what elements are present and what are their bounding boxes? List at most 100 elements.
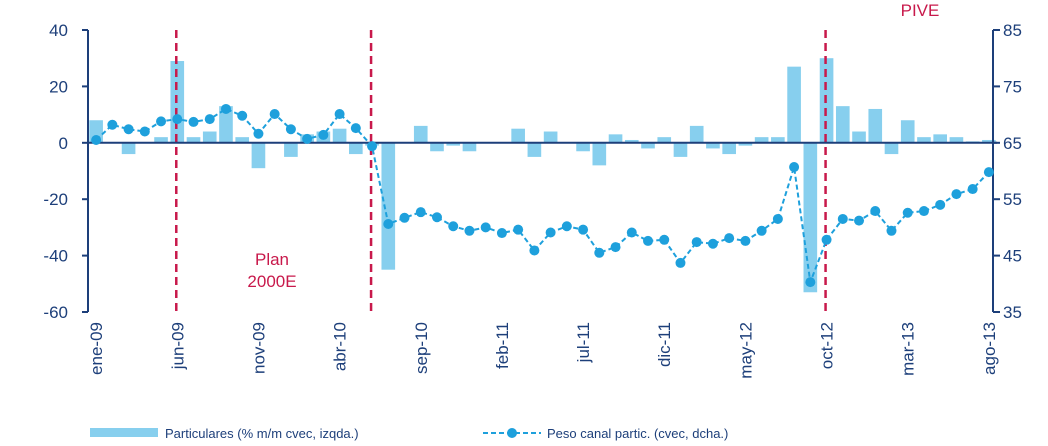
x-tick-label: nov-09 — [249, 322, 268, 374]
point — [415, 207, 426, 218]
bar — [868, 108, 883, 143]
bar — [689, 125, 704, 143]
point — [529, 245, 540, 256]
y2-tick-label: 35 — [1003, 303, 1022, 322]
bar — [462, 142, 477, 152]
y2-tick-label: 45 — [1003, 247, 1022, 266]
bar — [543, 131, 558, 143]
bar — [251, 142, 266, 169]
x-tick-label: dic-11 — [655, 322, 674, 367]
legend-label: Peso canal partic. (cvec, dcha.) — [547, 426, 728, 441]
point — [610, 242, 621, 253]
bar — [332, 128, 347, 143]
point — [139, 126, 150, 137]
bar — [592, 142, 607, 166]
point — [285, 124, 296, 135]
annotation: Plan — [255, 250, 289, 269]
bar — [186, 137, 201, 143]
bar — [430, 142, 444, 152]
point — [302, 133, 313, 144]
y2-tick-label: 65 — [1003, 134, 1022, 153]
bar — [803, 142, 818, 293]
bar — [738, 142, 753, 146]
point — [594, 247, 605, 258]
bar — [657, 137, 672, 143]
point — [789, 162, 800, 173]
point — [951, 189, 962, 200]
legend-item: Peso canal partic. (cvec, dcha.) — [483, 426, 728, 441]
legend-marker — [507, 428, 517, 438]
point — [204, 114, 215, 125]
point — [707, 238, 718, 249]
legend-item: Particulares (% m/m cvec, izqda.) — [90, 426, 359, 441]
bar — [235, 137, 250, 143]
point — [967, 184, 978, 195]
point — [643, 235, 654, 246]
x-tick-label: mar-13 — [899, 322, 918, 376]
point — [220, 103, 231, 114]
bar — [446, 142, 461, 146]
x-tick-label: sep-10 — [412, 322, 431, 374]
bar — [884, 142, 899, 155]
legend-label: Particulares (% m/m cvec, izqda.) — [165, 426, 359, 441]
bar — [381, 142, 396, 270]
point — [123, 124, 134, 135]
bar — [349, 142, 363, 155]
point — [156, 116, 167, 127]
point — [237, 110, 248, 121]
bar — [982, 139, 996, 143]
bar — [900, 120, 915, 143]
point — [902, 207, 913, 218]
bar — [624, 139, 639, 143]
point — [821, 234, 832, 245]
point — [886, 225, 897, 236]
bar — [933, 134, 948, 143]
bar — [852, 131, 866, 143]
y-tick-label: -40 — [43, 247, 68, 266]
point — [91, 134, 102, 145]
y2-tick-label: 75 — [1003, 77, 1022, 96]
bar — [511, 128, 525, 143]
y2-tick-label: 55 — [1003, 190, 1022, 209]
point — [805, 277, 816, 288]
legend-swatch — [90, 428, 158, 437]
point — [983, 167, 994, 178]
y-tick-label: -20 — [43, 190, 68, 209]
x-tick-label: abr-10 — [331, 322, 350, 371]
x-tick-label: jul-11 — [574, 322, 593, 363]
point — [464, 225, 475, 236]
x-tick-label: feb-11 — [493, 322, 512, 369]
point — [448, 221, 459, 232]
point — [399, 212, 410, 223]
point — [918, 206, 929, 217]
bar — [706, 142, 720, 149]
point — [188, 116, 199, 127]
bar — [219, 106, 233, 143]
point — [772, 213, 783, 224]
point — [756, 225, 767, 236]
point — [626, 227, 637, 238]
point — [870, 206, 881, 217]
y-tick-label: -60 — [43, 303, 68, 322]
point — [383, 219, 394, 230]
bar — [576, 142, 590, 152]
point — [935, 199, 946, 210]
point — [367, 141, 378, 152]
bar — [121, 142, 136, 155]
point — [350, 123, 361, 134]
y2-tick-label: 85 — [1003, 21, 1022, 40]
bar — [787, 66, 801, 143]
x-tick-label: ago-13 — [980, 322, 999, 375]
x-tick-label: may-12 — [736, 322, 755, 379]
point — [659, 234, 670, 245]
point — [675, 257, 686, 268]
point — [740, 235, 751, 246]
y-tick-label: 40 — [49, 21, 68, 40]
y-tick-label: 0 — [59, 134, 68, 153]
point — [854, 215, 865, 226]
point — [107, 119, 118, 130]
x-tick-label: oct-12 — [818, 322, 837, 369]
point — [578, 224, 589, 235]
